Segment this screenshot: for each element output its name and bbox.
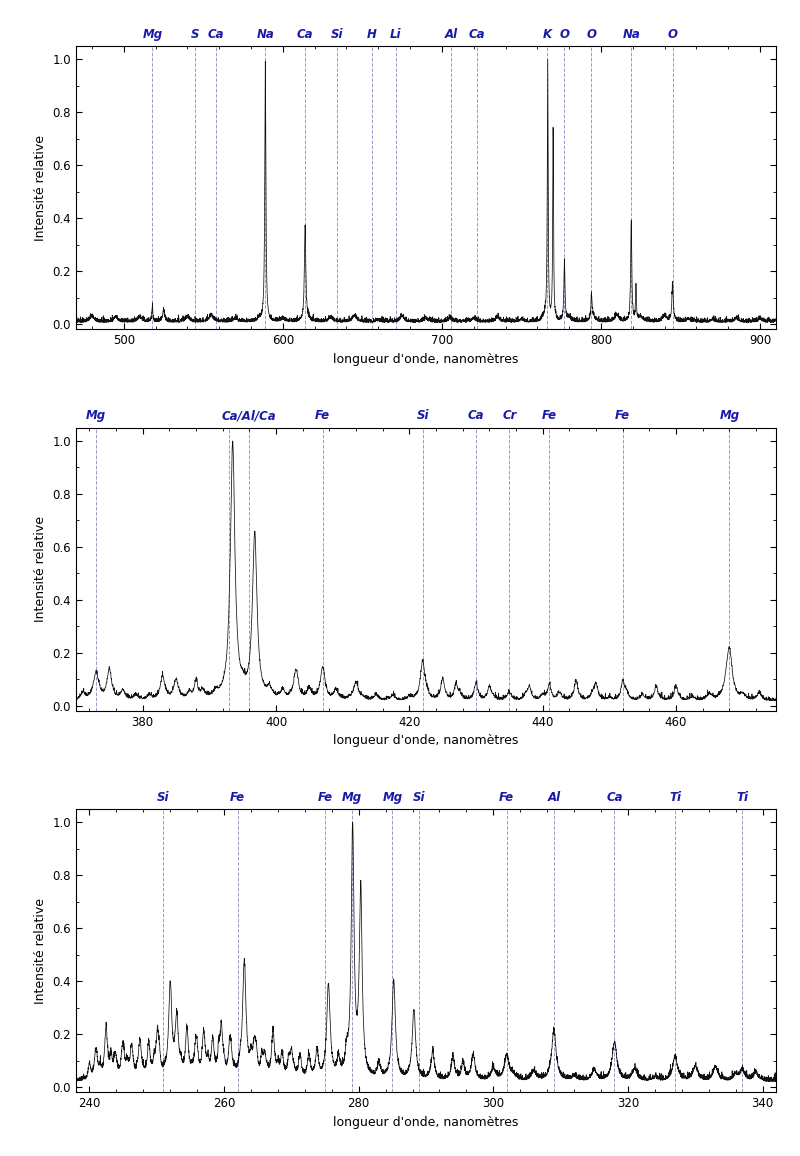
Text: H: H bbox=[367, 28, 377, 40]
Text: Fe: Fe bbox=[615, 409, 630, 422]
Text: S: S bbox=[191, 28, 199, 40]
Text: K: K bbox=[542, 28, 551, 40]
Y-axis label: Intensité relative: Intensité relative bbox=[34, 517, 47, 622]
Text: Fe: Fe bbox=[542, 409, 557, 422]
Text: Si: Si bbox=[417, 409, 429, 422]
Text: Mg: Mg bbox=[719, 409, 739, 422]
Text: Mg: Mg bbox=[342, 791, 362, 803]
Text: Fe: Fe bbox=[315, 409, 330, 422]
X-axis label: longueur d'onde, nanomètres: longueur d'onde, nanomètres bbox=[334, 734, 518, 748]
Text: Ca: Ca bbox=[208, 28, 224, 40]
Text: Na: Na bbox=[257, 28, 274, 40]
Text: O: O bbox=[586, 28, 597, 40]
Text: Ca: Ca bbox=[606, 791, 622, 803]
Text: Fe: Fe bbox=[318, 791, 333, 803]
Text: Al: Al bbox=[445, 28, 458, 40]
Text: O: O bbox=[667, 28, 678, 40]
Text: Si: Si bbox=[158, 791, 170, 803]
Text: Mg: Mg bbox=[142, 28, 162, 40]
Text: Cr: Cr bbox=[502, 409, 517, 422]
X-axis label: longueur d'onde, nanomètres: longueur d'onde, nanomètres bbox=[334, 353, 518, 366]
Text: Ca: Ca bbox=[468, 409, 484, 422]
Text: Al: Al bbox=[547, 791, 561, 803]
Text: Ti: Ti bbox=[669, 791, 681, 803]
Text: Si: Si bbox=[330, 28, 343, 40]
Text: Ca: Ca bbox=[469, 28, 485, 40]
Text: Fe: Fe bbox=[499, 791, 514, 803]
Text: Si: Si bbox=[413, 791, 426, 803]
Text: Li: Li bbox=[390, 28, 402, 40]
Text: Ca/Al/Ca: Ca/Al/Ca bbox=[222, 409, 277, 422]
Text: Mg: Mg bbox=[86, 409, 106, 422]
Text: Fe: Fe bbox=[230, 791, 245, 803]
Text: Mg: Mg bbox=[382, 791, 402, 803]
Text: O: O bbox=[559, 28, 570, 40]
Text: Na: Na bbox=[622, 28, 640, 40]
Text: Ca: Ca bbox=[297, 28, 314, 40]
Text: Ti: Ti bbox=[736, 791, 748, 803]
X-axis label: longueur d'onde, nanomètres: longueur d'onde, nanomètres bbox=[334, 1116, 518, 1129]
Y-axis label: Intensité relative: Intensité relative bbox=[34, 898, 47, 1003]
Y-axis label: Intensité relative: Intensité relative bbox=[34, 135, 47, 240]
